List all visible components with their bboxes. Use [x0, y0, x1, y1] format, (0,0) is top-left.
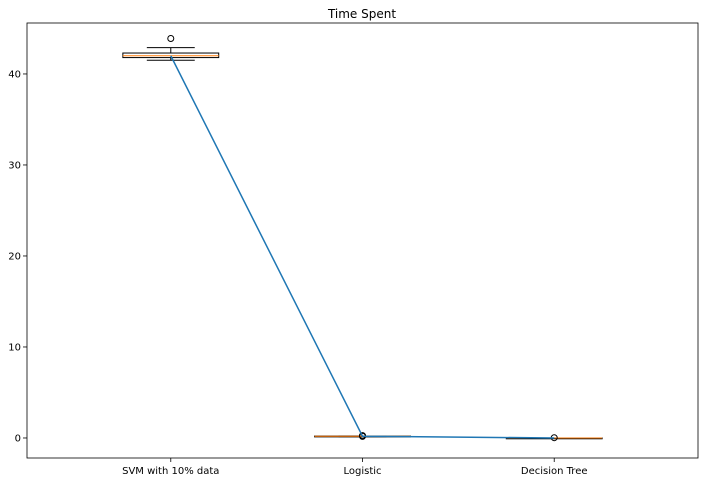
y-tick-label: 40	[8, 69, 21, 80]
x-tick-label: Decision Tree	[521, 466, 588, 477]
y-tick-label: 0	[15, 433, 21, 444]
chart-title: Time Spent	[327, 7, 396, 21]
plot-frame	[26, 22, 699, 459]
y-tick-label: 30	[8, 160, 21, 171]
x-axis: SVM with 10% data Logistic Decision Tree	[122, 458, 588, 477]
x-tick-label: SVM with 10% data	[122, 466, 219, 477]
series-lines	[170, 55, 555, 439]
series-line	[170, 55, 555, 439]
flier-point	[167, 34, 175, 42]
box-svm-with-10-data	[122, 34, 220, 61]
y-tick-label: 10	[8, 342, 21, 353]
y-axis: 0 10 20 30 40	[8, 69, 27, 444]
y-tick-label: 20	[8, 251, 21, 262]
x-tick-label: Logistic	[343, 466, 381, 477]
